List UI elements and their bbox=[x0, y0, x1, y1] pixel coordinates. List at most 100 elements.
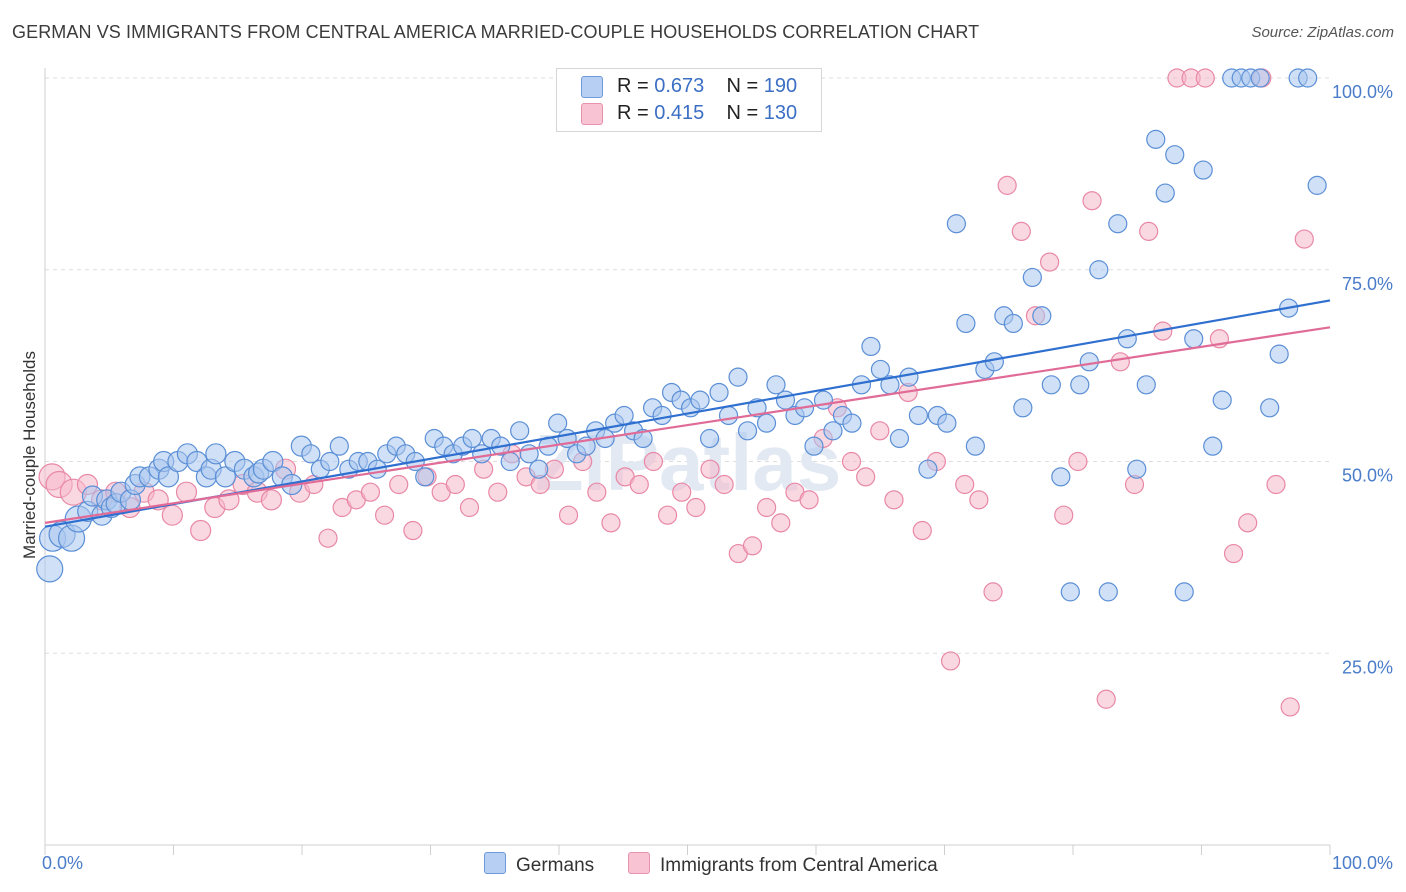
y-tick-label: 50.0% bbox=[1342, 466, 1393, 486]
immigrants-point bbox=[856, 467, 876, 487]
legend-r-value-germans: 0.673 bbox=[654, 75, 705, 97]
immigrants-point bbox=[459, 497, 480, 518]
y-tick-label: 75.0% bbox=[1342, 274, 1393, 294]
germans-point bbox=[1060, 582, 1080, 602]
germans-point bbox=[737, 421, 758, 441]
immigrants-point bbox=[940, 651, 961, 671]
immigrants-point bbox=[558, 505, 579, 525]
grid bbox=[45, 77, 1330, 654]
germans-point bbox=[709, 382, 729, 403]
germans-point bbox=[889, 428, 910, 449]
immigrants-point bbox=[771, 513, 791, 533]
germans-point bbox=[842, 413, 862, 433]
immigrants-point bbox=[657, 505, 678, 525]
germans-point bbox=[262, 450, 284, 473]
germans-point bbox=[1155, 183, 1175, 203]
immigrants-point bbox=[1266, 474, 1286, 495]
y-axis-label: Married-couple Households bbox=[20, 351, 39, 559]
immigrants-point bbox=[700, 459, 720, 479]
germans-point bbox=[1260, 398, 1280, 418]
germans-point bbox=[918, 459, 938, 479]
immigrants-point bbox=[1223, 543, 1244, 564]
immigrants-point bbox=[1110, 352, 1130, 372]
germans-point bbox=[908, 405, 929, 426]
immigrants-point bbox=[1280, 697, 1300, 717]
immigrants-point bbox=[1054, 505, 1074, 525]
immigrants-point bbox=[260, 489, 282, 511]
germans-point bbox=[1098, 582, 1118, 602]
germans-point bbox=[1041, 375, 1061, 395]
germans-point bbox=[699, 428, 720, 449]
germans-point bbox=[861, 336, 881, 357]
legend-r-label: R = bbox=[617, 102, 655, 124]
legend-row-germans: R = 0.673 N = 190 bbox=[581, 75, 797, 101]
immigrants-point bbox=[1139, 221, 1159, 241]
germans-legend-swatch-icon bbox=[484, 852, 506, 874]
immigrants-point bbox=[841, 451, 862, 472]
immigrants-point bbox=[757, 497, 777, 518]
germans-point bbox=[205, 443, 227, 465]
germans-point bbox=[728, 367, 748, 387]
legend-n-label: N = bbox=[726, 102, 764, 124]
immigrants-point bbox=[1096, 689, 1116, 709]
germans-point bbox=[1212, 390, 1232, 410]
germans-point bbox=[529, 459, 549, 479]
germans-point bbox=[1032, 306, 1052, 326]
germans-point bbox=[1307, 175, 1327, 195]
immigrants-point bbox=[587, 482, 607, 502]
germans-point bbox=[1108, 214, 1128, 234]
germans-trend-line bbox=[44, 299, 1331, 528]
immigrants-point bbox=[672, 482, 692, 502]
immigrants-point bbox=[912, 520, 932, 541]
germans-point bbox=[1003, 313, 1023, 334]
legend-row-immigrants: R = 0.415 N = 130 bbox=[581, 102, 797, 128]
immigrants-point bbox=[955, 474, 975, 495]
immigrants-point bbox=[360, 482, 381, 502]
legend-n-label: N = bbox=[726, 75, 764, 97]
germans-point bbox=[1117, 329, 1137, 349]
immigrants-point bbox=[997, 175, 1017, 195]
germans-point bbox=[870, 359, 891, 380]
axes bbox=[44, 68, 1331, 855]
germans-point bbox=[1184, 329, 1204, 349]
germans-point bbox=[320, 451, 340, 472]
immigrants-point bbox=[629, 474, 649, 495]
germans-point bbox=[946, 214, 966, 234]
immigrants-point bbox=[714, 474, 734, 495]
bottom-legend-germans-label: Germans bbox=[516, 855, 595, 876]
immigrants-point bbox=[1082, 191, 1102, 211]
immigrants-point bbox=[1195, 68, 1215, 88]
immigrants-point bbox=[1011, 221, 1031, 241]
legend-n-value-germans: 190 bbox=[763, 75, 798, 97]
y-tick-label: 100.0% bbox=[1332, 82, 1393, 102]
germans-point bbox=[984, 352, 1004, 372]
x-tick-label-min: 0.0% bbox=[42, 853, 83, 873]
chart-source: Source: ZipAtlas.com bbox=[1251, 24, 1394, 41]
immigrants-point bbox=[1068, 451, 1088, 472]
germans-point bbox=[804, 436, 824, 456]
germans-point bbox=[157, 466, 180, 488]
immigrants-point bbox=[601, 513, 621, 533]
germans-point bbox=[510, 421, 530, 441]
bottom-legend-germans: Germans bbox=[484, 852, 594, 877]
immigrants-point bbox=[799, 490, 819, 510]
germans-point bbox=[1013, 398, 1033, 418]
immigrants-point bbox=[161, 504, 183, 526]
germans-point bbox=[718, 405, 739, 426]
germans-point bbox=[1070, 375, 1090, 395]
bottom-legend-immigrants-label: Immigrants from Central America bbox=[660, 855, 938, 876]
bottom-legend-immigrants: Immigrants from Central America bbox=[628, 852, 938, 877]
germans-point bbox=[1174, 582, 1194, 602]
legend-r-value-immigrants: 0.415 bbox=[654, 102, 705, 124]
immigrants-point bbox=[1294, 229, 1314, 249]
immigrants-point bbox=[318, 528, 338, 548]
germans-point bbox=[1051, 467, 1071, 487]
germans-point bbox=[1250, 68, 1270, 88]
germans-swatch-icon bbox=[581, 75, 603, 98]
immigrants-point bbox=[403, 520, 423, 541]
immigrants-point bbox=[983, 582, 1003, 602]
legend-n-value-immigrants: 130 bbox=[763, 102, 798, 124]
germans-point bbox=[1298, 68, 1318, 88]
germans-point bbox=[747, 398, 767, 418]
